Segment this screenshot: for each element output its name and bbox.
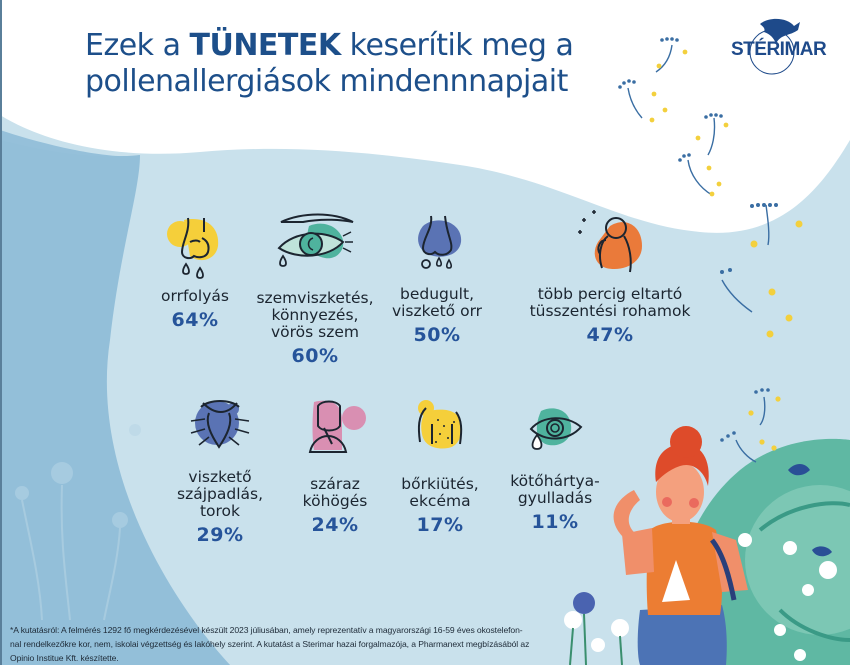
symptom-label: orrfolyás [161,287,229,305]
symptom-label: bőrkiütés, ekcéma [401,475,479,510]
symptom-percent: 17% [416,514,464,536]
symptom-label: száraz köhögés [302,475,368,510]
symptom-itchy-throat: viszkető szájpadlás, torok 29% [155,393,285,546]
conjunctivitis-icon [529,408,583,450]
symptom-label: kötőhártya- gyulladás [510,472,600,507]
blocked-nose-icon [418,215,462,269]
symptom-conjunctivitis: kötőhártya- gyulladás 11% [505,405,605,533]
symptom-percent: 50% [413,324,461,346]
sneezing-icon [578,210,642,273]
symptom-percent: 29% [196,524,244,546]
symptom-percent: 47% [586,324,634,346]
symptom-percent: 11% [531,511,579,533]
symptom-label: több percig eltartó tüsszentési rohamok [529,285,691,320]
dry-cough-icon [308,400,366,453]
symptom-percent: 60% [291,345,339,367]
brand-logo: STÉRIMAR [731,39,827,60]
symptom-label: bedugult, viszkető orr [391,285,483,320]
left-edge [0,0,2,665]
title-highlight: TÜNETEK [189,28,342,63]
dolphin-icon [749,18,800,75]
symptom-sneezing: több percig eltartó tüsszentési rohamok … [510,206,710,346]
woman-illustration [613,426,748,665]
title-line1: Ezek a TÜNETEK keserítik meg a [85,28,574,63]
itchy-throat-icon [190,400,250,449]
runny-nose-icon [167,217,219,279]
symptom-dry-cough: száraz köhögés 24% [290,398,380,536]
skin-rash-icon [417,400,463,449]
symptom-label: szemviszketés, könnyezés, vörös szem [256,289,374,341]
symptom-skin-rash: bőrkiütés, ekcéma 17% [395,398,485,536]
symptom-blocked-nose: bedugult, viszkető orr 50% [382,212,492,346]
symptom-percent: 24% [311,514,359,536]
title-line2: pollenallergiások mindennnapjait [85,64,568,99]
symptom-itchy-eyes: szemviszketés, könnyezés, vörös szem 60% [250,212,380,367]
symptom-runny-nose: orrfolyás 64% [140,212,250,331]
symptom-percent: 64% [171,309,219,331]
symptom-label: viszkető szájpadlás, torok [177,468,263,520]
page-title: Ezek a TÜNETEK keserítik meg a pollenall… [85,28,574,100]
survey-footnote: *A kutatásról: A felmérés 1292 fő megkér… [10,625,530,663]
itchy-eye-icon [277,213,354,267]
